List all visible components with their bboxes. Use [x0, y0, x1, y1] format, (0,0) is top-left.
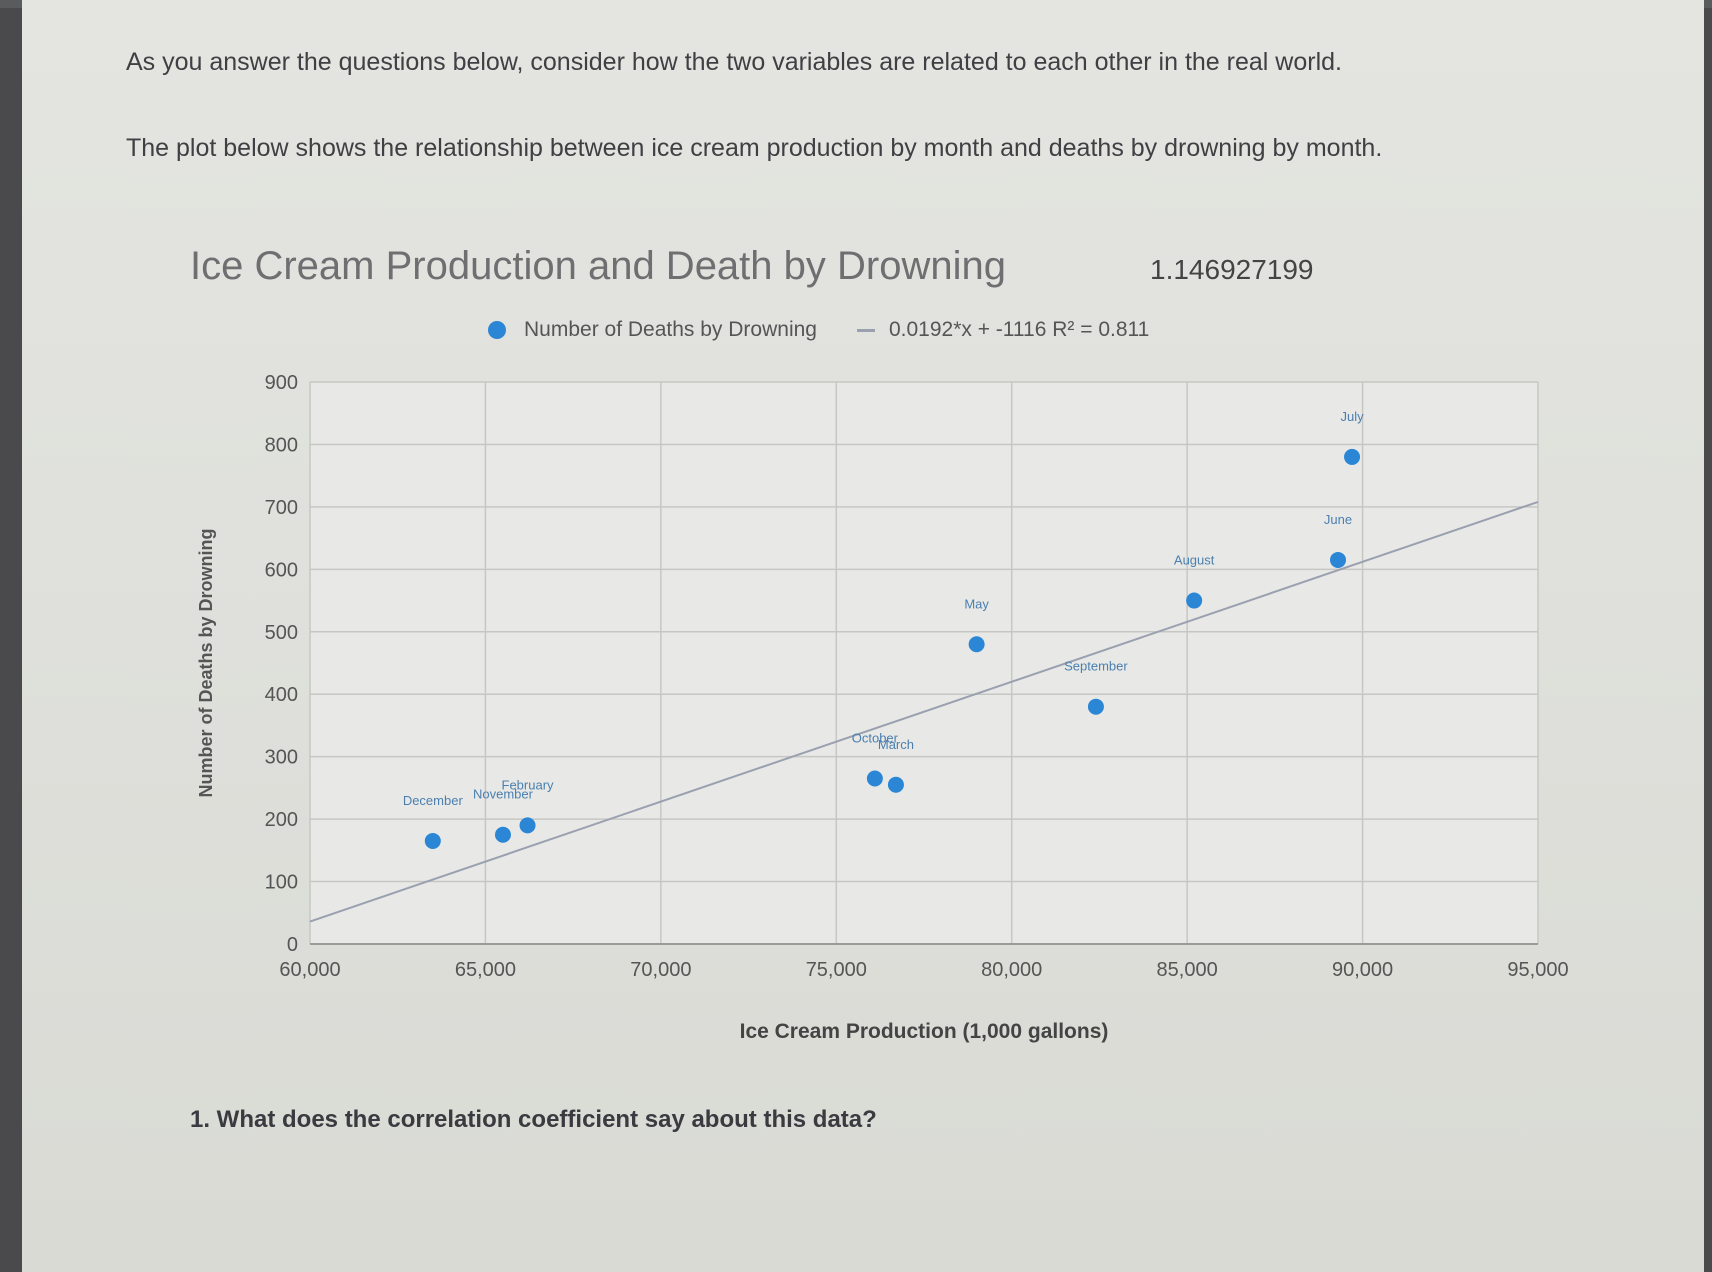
x-axis-title: Ice Cream Production (1,000 gallons)	[740, 1020, 1109, 1043]
data-point-label: February	[502, 777, 555, 792]
data-point-label: October	[852, 731, 899, 746]
data-point-label: December	[403, 793, 464, 808]
x-tick-label: 90,000	[1332, 959, 1393, 981]
x-tick-label: 80,000	[981, 959, 1042, 981]
y-tick-label: 700	[265, 497, 298, 519]
data-point	[1186, 592, 1203, 609]
y-tick-label: 600	[265, 559, 298, 581]
legend-marker-icon	[488, 321, 506, 340]
y-tick-label: 200	[265, 809, 298, 831]
y-tick-label: 500	[265, 622, 298, 644]
data-point-label: March	[878, 737, 914, 752]
x-tick-label: 60,000	[279, 959, 340, 981]
y-tick-label: 400	[265, 684, 298, 706]
data-point	[968, 636, 985, 653]
y-tick-label: 900	[265, 372, 298, 394]
data-point-label: November	[473, 787, 534, 802]
data-point	[1087, 698, 1104, 715]
data-point	[1344, 448, 1361, 465]
intro-text: As you answer the questions below, consi…	[126, 48, 1342, 76]
data-point	[866, 770, 883, 787]
y-tick-label: 300	[265, 747, 298, 769]
y-axis-title: Number of Deaths by Drowning	[196, 528, 216, 797]
legend-trendline-icon	[856, 328, 875, 332]
legend-series-label: Number of Deaths by Drowning	[524, 318, 817, 341]
data-point-label: May	[964, 596, 989, 611]
x-tick-label: 70,000	[630, 959, 691, 981]
correlation-value: 1.146927199	[1150, 254, 1314, 285]
trendline	[309, 500, 1539, 923]
question-1: 1. What does the correlation coefficient…	[190, 1106, 877, 1133]
y-tick-label: 100	[265, 872, 298, 894]
x-tick-label: 65,000	[455, 959, 516, 981]
chart-title: Ice Cream Production and Death by Drowni…	[190, 244, 1006, 288]
data-point	[519, 817, 536, 834]
x-tick-label: 85,000	[1157, 959, 1218, 981]
y-tick-label: 800	[265, 434, 298, 456]
data-point-label: June	[1324, 512, 1352, 527]
legend-trendline-label: 0.0192*x + -1116 R² = 0.811	[888, 318, 1150, 341]
data-point-label: August	[1174, 553, 1215, 568]
chart-legend: Number of Deaths by Drowning 0.0192*x + -…	[488, 318, 1149, 342]
x-tick-label: 95,000	[1507, 959, 1568, 981]
plot-area	[309, 381, 1539, 945]
data-point	[494, 826, 511, 843]
data-point	[424, 832, 441, 849]
data-point-label: July	[1340, 409, 1364, 424]
x-tick-label: 75,000	[806, 959, 867, 981]
y-tick-label: 0	[287, 934, 298, 956]
description-text: The plot below shows the relationship be…	[126, 134, 1383, 162]
data-point	[1330, 551, 1347, 568]
data-point-label: September	[1064, 659, 1128, 674]
data-point	[887, 776, 904, 793]
